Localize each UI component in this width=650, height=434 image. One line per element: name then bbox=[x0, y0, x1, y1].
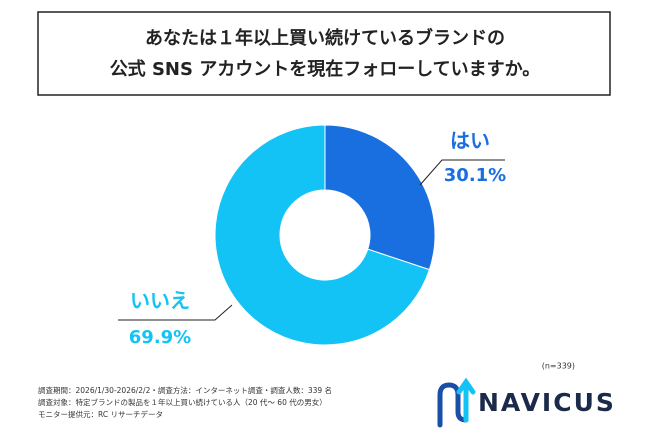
footnote: モニター提供元：RC リサーチデータ bbox=[38, 409, 163, 419]
footnote: 調査対象：特定ブランドの製品を１年以上買い続けている人（20 代～ 60 代の男… bbox=[38, 397, 327, 407]
title-box bbox=[37, 11, 611, 96]
logo-icon bbox=[437, 377, 476, 428]
donut-slice bbox=[324, 124, 436, 271]
value-label: 69.9% bbox=[129, 327, 191, 348]
donut-slice bbox=[214, 124, 431, 346]
logo-text: NAVICUS bbox=[478, 388, 616, 417]
sample-note: (n=339) bbox=[542, 362, 575, 371]
category-label: はい bbox=[450, 129, 490, 153]
leader-line bbox=[118, 304, 233, 321]
footnote: 調査期間：2026/1/30-2026/2/2・調査方法：インターネット調査・調… bbox=[38, 385, 332, 395]
title-line: あなたは１年以上買い続けているブランドの bbox=[145, 27, 505, 49]
value-label: 30.1% bbox=[444, 165, 506, 186]
title-line: 公式 SNS アカウントを現在フォローしていますか。 bbox=[110, 58, 541, 80]
category-label: いいえ bbox=[130, 289, 190, 313]
donut bbox=[214, 124, 436, 346]
leader-line bbox=[419, 159, 505, 186]
